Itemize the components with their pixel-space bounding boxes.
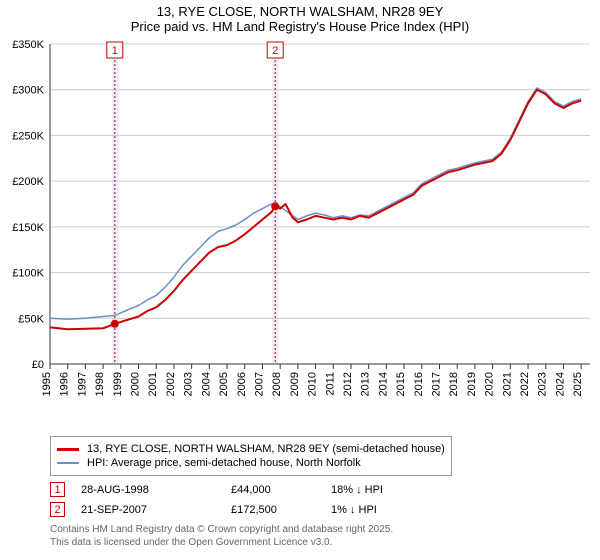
- svg-text:2017: 2017: [431, 372, 443, 396]
- svg-text:1998: 1998: [94, 372, 106, 396]
- svg-text:2021: 2021: [501, 372, 513, 396]
- svg-text:2007: 2007: [253, 372, 265, 396]
- svg-text:2013: 2013: [360, 372, 372, 396]
- svg-text:2012: 2012: [342, 372, 354, 396]
- svg-text:£150K: £150K: [12, 222, 44, 234]
- svg-text:1995: 1995: [41, 372, 53, 396]
- svg-text:£250K: £250K: [12, 130, 44, 142]
- svg-text:1: 1: [112, 45, 118, 57]
- svg-text:£200K: £200K: [12, 176, 44, 188]
- sale-marker-2: 2: [50, 502, 65, 517]
- sale-hpi-2: 1% ↓ HPI: [331, 504, 377, 516]
- sale-row-2: 2 21-SEP-2007 £172,500 1% ↓ HPI: [50, 502, 588, 517]
- svg-text:2023: 2023: [537, 372, 549, 396]
- svg-text:2: 2: [272, 45, 278, 57]
- sale-hpi-1: 18% ↓ HPI: [331, 484, 383, 496]
- legend-row-hpi: HPI: Average price, semi-detached house,…: [57, 457, 445, 469]
- footer-line1: Contains HM Land Registry data © Crown c…: [50, 523, 588, 536]
- footer: Contains HM Land Registry data © Crown c…: [50, 523, 588, 549]
- legend-box: 13, RYE CLOSE, NORTH WALSHAM, NR28 9EY (…: [50, 436, 452, 476]
- svg-text:2024: 2024: [554, 372, 566, 396]
- svg-text:2006: 2006: [236, 372, 248, 396]
- title-block: 13, RYE CLOSE, NORTH WALSHAM, NR28 9EY P…: [0, 0, 600, 34]
- sale-price-2: £172,500: [231, 504, 331, 516]
- svg-text:2025: 2025: [572, 372, 584, 396]
- svg-text:2008: 2008: [271, 372, 283, 396]
- sale-date-2: 21-SEP-2007: [81, 504, 231, 516]
- svg-text:2019: 2019: [466, 372, 478, 396]
- svg-text:2014: 2014: [377, 372, 389, 396]
- svg-text:2009: 2009: [289, 372, 301, 396]
- svg-text:2022: 2022: [519, 372, 531, 396]
- svg-text:£100K: £100K: [12, 268, 44, 280]
- legend-label-price-paid: 13, RYE CLOSE, NORTH WALSHAM, NR28 9EY (…: [87, 443, 445, 455]
- svg-text:2010: 2010: [307, 372, 319, 396]
- svg-text:2011: 2011: [324, 372, 336, 396]
- svg-text:2016: 2016: [413, 372, 425, 396]
- svg-text:1996: 1996: [59, 372, 71, 396]
- chart-svg: £0 £50K £100K £150K £200K £250K £300K £350K 1995…: [0, 34, 600, 434]
- svg-text:2001: 2001: [147, 372, 159, 396]
- sale-price-1: £44,000: [231, 484, 331, 496]
- svg-text:£350K: £350K: [12, 39, 44, 51]
- sale-row-1: 1 28-AUG-1998 £44,000 18% ↓ HPI: [50, 482, 588, 497]
- chart-area: £0 £50K £100K £150K £200K £250K £300K £350K 1995…: [0, 34, 600, 434]
- svg-text:2015: 2015: [395, 372, 407, 396]
- legend-swatch-hpi: [57, 462, 79, 464]
- sale-marker-1: 1: [50, 482, 65, 497]
- svg-text:£300K: £300K: [12, 85, 44, 97]
- svg-text:1999: 1999: [112, 372, 124, 396]
- svg-text:2002: 2002: [165, 372, 177, 396]
- title-address: 13, RYE CLOSE, NORTH WALSHAM, NR28 9EY: [0, 4, 600, 19]
- svg-text:£0: £0: [32, 359, 44, 371]
- svg-text:2000: 2000: [130, 372, 142, 396]
- chart-container: 13, RYE CLOSE, NORTH WALSHAM, NR28 9EY P…: [0, 0, 600, 560]
- sale-date-1: 28-AUG-1998: [81, 484, 231, 496]
- svg-text:2003: 2003: [183, 372, 195, 396]
- svg-text:£50K: £50K: [18, 313, 44, 325]
- below-chart: 13, RYE CLOSE, NORTH WALSHAM, NR28 9EY (…: [0, 436, 600, 549]
- svg-text:2018: 2018: [448, 372, 460, 396]
- svg-text:2020: 2020: [484, 372, 496, 396]
- svg-text:1997: 1997: [76, 372, 88, 396]
- legend-swatch-price-paid: [57, 448, 79, 451]
- legend-label-hpi: HPI: Average price, semi-detached house,…: [87, 457, 361, 469]
- svg-text:2004: 2004: [200, 372, 212, 396]
- footer-line2: This data is licensed under the Open Gov…: [50, 536, 588, 549]
- title-subtitle: Price paid vs. HM Land Registry's House …: [0, 19, 600, 34]
- svg-text:2005: 2005: [218, 372, 230, 396]
- legend-row-price-paid: 13, RYE CLOSE, NORTH WALSHAM, NR28 9EY (…: [57, 443, 445, 455]
